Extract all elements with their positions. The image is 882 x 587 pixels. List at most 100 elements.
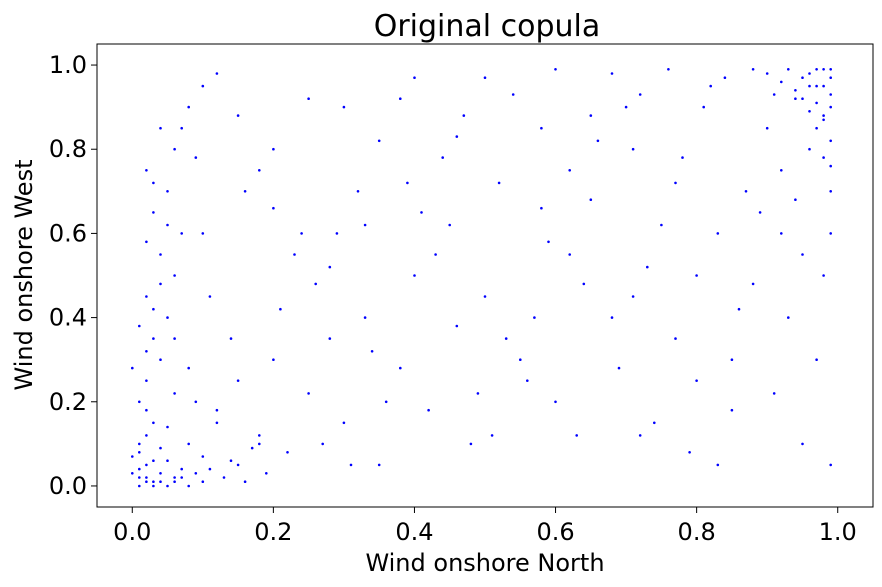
chart-title: Original copula (374, 9, 601, 44)
scatter-point (152, 480, 155, 484)
scatter-point (772, 392, 776, 395)
x-tick-label: 0.2 (254, 518, 292, 546)
scatter-point (413, 76, 416, 79)
scatter-point (173, 476, 176, 479)
scatter-point (780, 80, 783, 84)
scatter-point (829, 105, 832, 109)
scatter-point (554, 68, 557, 71)
scatter-point (145, 295, 148, 298)
scatter-point (716, 232, 720, 235)
scatter-point (265, 472, 268, 475)
scatter-point (173, 392, 176, 395)
scatter-point (582, 282, 586, 286)
scatter-point (138, 467, 141, 471)
scatter-point (243, 480, 247, 484)
scatter-point (469, 442, 473, 446)
scatter-point (787, 316, 790, 319)
scatter-point (554, 400, 557, 404)
scatter-point (363, 223, 367, 227)
scatter-point (159, 358, 162, 362)
scatter-point (497, 181, 501, 185)
scatter-point (272, 206, 275, 210)
scatter-point (822, 118, 825, 122)
scatter-point (794, 97, 797, 100)
scatter-point (384, 400, 388, 404)
scatter-point (138, 324, 141, 328)
scatter-point (822, 274, 825, 277)
x-axis-label: Wind onshore North (365, 549, 604, 577)
scatter-point (829, 93, 832, 96)
scatter-point (138, 484, 141, 488)
scatter-point (272, 358, 275, 362)
scatter-point (215, 421, 219, 425)
scatter-point (356, 190, 360, 193)
scatter-point (455, 135, 459, 138)
scatter-point (822, 68, 825, 71)
scatter-point (370, 350, 374, 353)
scatter-point (815, 126, 818, 130)
scatter-point (730, 358, 734, 362)
scatter-point (420, 211, 423, 214)
scatter-point (363, 316, 367, 319)
scatter-point (399, 97, 402, 100)
scatter-point (610, 316, 614, 319)
scatter-point (801, 253, 804, 256)
scatter-point (152, 307, 155, 311)
scatter-point (808, 110, 811, 113)
scatter-point (145, 480, 148, 484)
scatter-point (229, 459, 233, 463)
scatter-point (695, 274, 698, 277)
scatter-point (131, 455, 134, 458)
scatter-point (568, 169, 571, 172)
scatter-point (159, 253, 162, 256)
scatter-point (751, 68, 755, 71)
x-tick-label: 1.0 (819, 518, 857, 546)
scatter-point (808, 84, 811, 88)
scatter-point (822, 156, 825, 159)
scatter-point (815, 84, 818, 88)
scatter-point (822, 114, 825, 117)
x-axis: 0.0 0.2 0.4 0.6 0.8 1.0 (113, 507, 857, 546)
scatter-point (201, 232, 205, 235)
scatter-point (300, 232, 303, 235)
scatter-point (681, 156, 684, 159)
scatter-point (166, 425, 169, 429)
scatter-point (236, 379, 240, 383)
scatter-point (638, 93, 642, 96)
scatter-point (617, 366, 621, 370)
scatter-point (152, 484, 155, 488)
scatter-point (631, 147, 635, 151)
y-tick-label: 0.4 (49, 304, 87, 332)
scatter-point (201, 84, 205, 88)
scatter-point (596, 139, 600, 143)
scatter-point (808, 72, 811, 75)
y-tick-label: 0.8 (49, 135, 87, 163)
scatter-point (631, 295, 635, 298)
scatter-point (166, 223, 169, 227)
y-tick-label: 1.0 (49, 51, 87, 79)
scatter-point (455, 324, 459, 328)
scatter-point (222, 476, 226, 479)
scatter-point (258, 442, 261, 446)
scatter-point (166, 190, 169, 193)
scatter-point (829, 139, 832, 143)
scatter-point (173, 480, 176, 484)
scatter-point (131, 366, 134, 370)
scatter-point (272, 147, 275, 151)
scatter-point (575, 434, 578, 437)
scatter-point (787, 68, 790, 71)
scatter-point (173, 147, 176, 151)
scatter-point (342, 421, 346, 425)
scatter-point (765, 72, 769, 75)
scatter-point (194, 400, 198, 404)
scatter-point (145, 463, 148, 467)
scatter-point (723, 76, 727, 79)
scatter-point (314, 282, 318, 286)
scatter-point (751, 282, 755, 286)
scatter-point (730, 408, 734, 412)
scatter-point (166, 459, 169, 463)
y-tick-label: 0.0 (49, 472, 87, 500)
scatter-point (138, 442, 141, 446)
scatter-point (208, 467, 212, 471)
scatter-point (159, 126, 162, 130)
